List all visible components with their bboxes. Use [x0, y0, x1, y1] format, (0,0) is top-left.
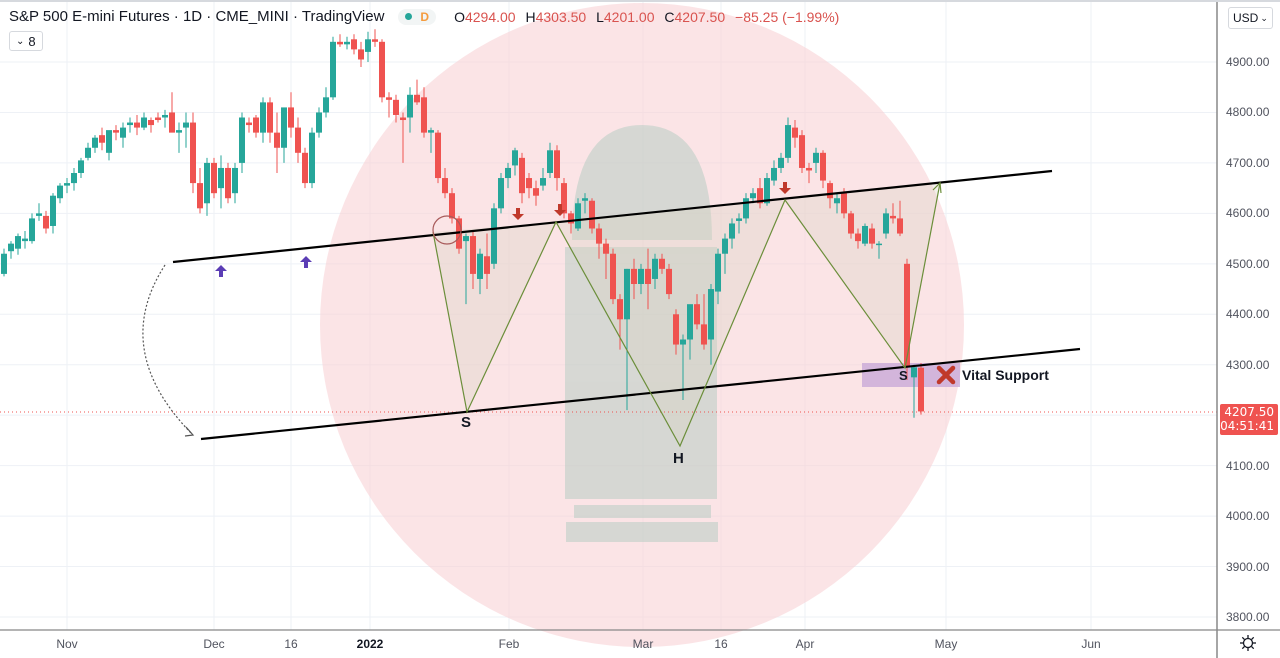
- arrow-down-icon: [512, 208, 524, 220]
- price-tick: 4100.00: [1226, 458, 1270, 473]
- low-label: L: [596, 8, 604, 25]
- time-tick: Nov: [56, 637, 78, 651]
- change-value: −85.25 (−1.99%): [735, 8, 840, 25]
- price-tick: 3800.00: [1226, 610, 1270, 624]
- breakdown-circle: [432, 215, 462, 245]
- high-value: 4303.50: [535, 8, 587, 25]
- price-tick: 4900.00: [1226, 55, 1270, 69]
- chevron-down-icon: ⌄: [16, 35, 25, 47]
- time-tick: May: [934, 637, 958, 651]
- head-label: H: [673, 450, 684, 467]
- time-tick: Mar: [632, 637, 654, 651]
- rejection-down-arrows: [512, 182, 791, 220]
- arrow-down-icon: [779, 182, 791, 194]
- price-tick: 4500.00: [1226, 256, 1270, 271]
- price-tick: 4700.00: [1226, 155, 1270, 170]
- x-mark-icon: [936, 365, 956, 385]
- price-tick: 3900.00: [1226, 559, 1270, 574]
- chart-legend: S&P 500 E-mini Futures · 1D · CME_MINI ·…: [9, 8, 845, 25]
- time-tick: 2022: [356, 637, 384, 651]
- bounce-up-arrows: [215, 256, 312, 277]
- market-open-dot-icon: [405, 13, 413, 20]
- gear-icon[interactable]: [1239, 634, 1257, 652]
- price-tick: 4600.00: [1226, 206, 1270, 221]
- open-value: 4294.00: [464, 8, 516, 25]
- vital-support-label: Vital Support: [962, 367, 1049, 383]
- price-tick: 4400.00: [1226, 307, 1270, 322]
- currency-selector[interactable]: USD ⌄: [1228, 7, 1273, 29]
- candlestick-series: [1, 29, 924, 418]
- arrow-up-icon: [300, 256, 312, 268]
- chevron-down-icon: ⌄: [1260, 12, 1268, 23]
- open-label: O: [454, 8, 465, 25]
- indicators-collapse-button[interactable]: ⌄ 8: [9, 31, 43, 51]
- price-tick: 4000.00: [1226, 509, 1270, 524]
- projection-dotted-curve: [142, 264, 193, 435]
- left-shoulder-label: S: [461, 414, 472, 431]
- lower-trendline[interactable]: [200, 347, 1081, 441]
- price-tick: 4300.00: [1226, 357, 1270, 372]
- high-label: H: [525, 8, 536, 25]
- time-tick: Feb: [498, 637, 520, 651]
- currency-label: USD: [1233, 11, 1259, 25]
- time-tick: Jun: [1081, 637, 1101, 651]
- time-tick: 16: [714, 637, 728, 651]
- close-label: C: [664, 8, 675, 25]
- low-value: 4201.00: [603, 8, 655, 25]
- market-status-badge[interactable]: D: [398, 8, 437, 25]
- time-tick: Dec: [203, 637, 225, 651]
- symbol-title[interactable]: S&P 500 E-mini Futures · 1D · CME_MINI ·…: [9, 8, 385, 25]
- ohlc-values: O4294.00 H4303.50 L4201.00 C4207.50 −85.…: [454, 9, 845, 25]
- time-tick: Apr: [795, 637, 815, 651]
- price-tick: 4800.00: [1226, 105, 1270, 120]
- dotted-arrowhead-icon: [184, 426, 195, 437]
- current-price-label: 4207.50 04:51:41: [1220, 404, 1278, 435]
- close-value: 4207.50: [674, 8, 726, 25]
- indicator-count: 8: [28, 33, 36, 49]
- arrow-up-icon: [215, 265, 227, 277]
- head-shoulders-zigzag[interactable]: [432, 182, 941, 448]
- data-delay-letter: D: [420, 9, 430, 24]
- arrow-down-icon: [554, 204, 566, 216]
- upper-trendline[interactable]: [172, 169, 1053, 264]
- bar-countdown: 04:51:41: [1220, 419, 1274, 433]
- time-tick: 16: [284, 637, 298, 651]
- projection-arrow-icon: [932, 181, 942, 194]
- left-shoulder-shade: [433, 222, 556, 412]
- current-price-value: 4207.50: [1224, 405, 1274, 419]
- right-shoulder-label: S: [899, 368, 908, 383]
